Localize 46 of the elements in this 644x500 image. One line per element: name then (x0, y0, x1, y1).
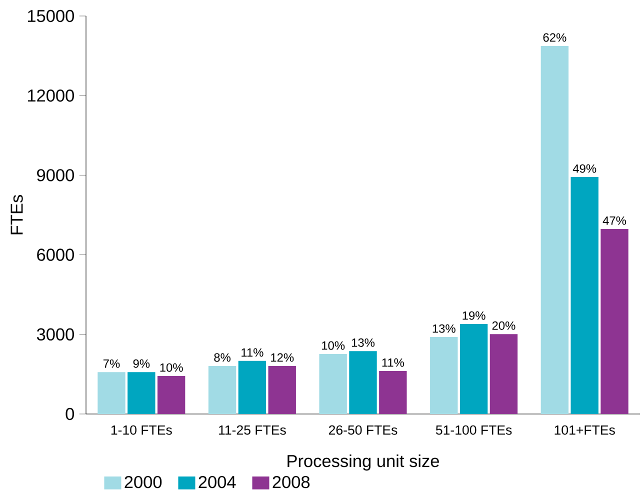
annotation: 13% (432, 324, 456, 333)
x-tick-label: 51-100 FTEs (436, 425, 512, 435)
annotation: 7% (103, 359, 120, 368)
bar (540, 46, 569, 414)
annotation: 10% (322, 341, 345, 350)
y-tick-label: 6000 (37, 248, 74, 261)
legend-label: 2004 (198, 476, 236, 488)
legend-label: 2000 (124, 476, 162, 488)
bar (98, 372, 126, 414)
bar (268, 366, 296, 414)
bar (238, 360, 266, 414)
annotation: 9% (133, 359, 150, 368)
annotation: 11% (242, 348, 264, 357)
annotation: 49% (572, 164, 596, 173)
legend-label: 2008 (272, 476, 310, 488)
bar (490, 334, 518, 414)
x-tick-label: 101+FTEs (554, 425, 615, 435)
x-tick-label: 11-25 FTEs (219, 425, 286, 435)
annotation: 12% (271, 353, 294, 362)
y-tick-label: 12000 (28, 89, 74, 102)
annotation: 11% (382, 358, 404, 367)
y-tick-label: 3000 (36, 328, 74, 340)
x-axis-title: Processing unit size (288, 454, 439, 471)
bar (128, 372, 156, 414)
bar (570, 177, 598, 414)
annotation: 8% (214, 353, 231, 362)
y-tick-label: 0 (66, 408, 74, 420)
bar (379, 371, 407, 414)
bar (349, 351, 377, 414)
annotation: 10% (160, 363, 183, 372)
annotation: 20% (492, 321, 516, 330)
annotation: 13% (352, 338, 375, 347)
bar (208, 366, 236, 414)
annotation: 19% (462, 311, 486, 320)
y-axis-title: FTEs (10, 194, 23, 234)
annotation: 62% (543, 33, 566, 42)
bar (460, 324, 488, 414)
bar (600, 229, 628, 414)
x-tick-label: 1-10 FTEs (111, 425, 172, 435)
annotation: 47% (602, 216, 626, 225)
x-tick-label: 26-50 FTEs (328, 425, 398, 435)
y-tick-label: 15000 (28, 10, 74, 22)
bar (430, 337, 458, 414)
bar (157, 376, 186, 414)
bar (319, 354, 347, 414)
y-tick-label: 9000 (37, 169, 74, 182)
